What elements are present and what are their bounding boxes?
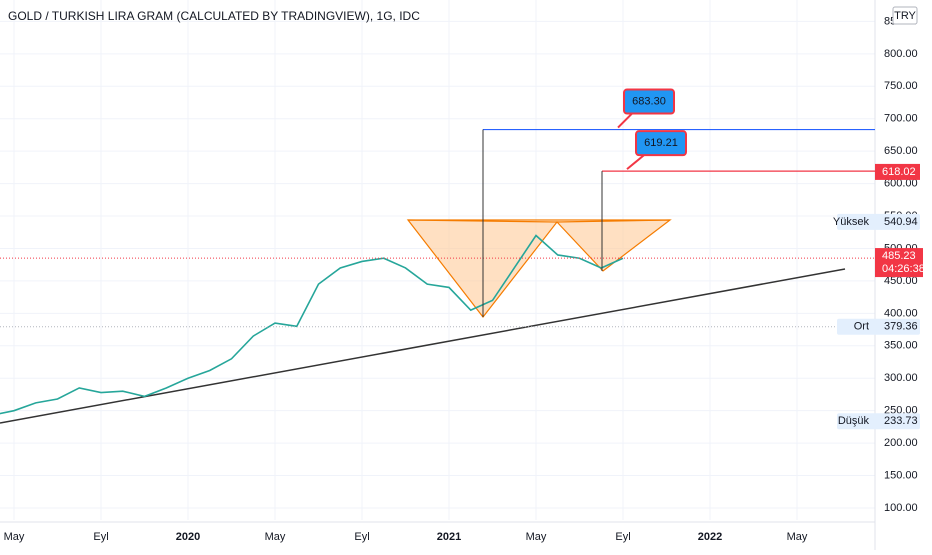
y-tick-label: 600.00 (884, 178, 918, 190)
callout-label: 619.21 (644, 137, 678, 149)
last-price: 485.23 (882, 250, 916, 262)
level-tag (837, 213, 920, 230)
y-tick-label: 150.00 (884, 469, 918, 481)
y-tick-label: 750.00 (884, 80, 918, 92)
level-label: Düşük (838, 415, 870, 427)
callout-label: 683.30 (632, 95, 666, 107)
level-value: 540.94 (884, 216, 918, 228)
x-tick-label: 2022 (698, 531, 722, 543)
handle (555, 219, 672, 272)
currency: TRY (894, 10, 916, 22)
x-tick-label: Eyl (354, 531, 369, 543)
level-label: Ort (854, 321, 869, 333)
currency-box[interactable] (892, 6, 918, 25)
x-tick-label: May (4, 531, 25, 543)
y-tick-label: 350.00 (884, 340, 918, 352)
y-tick-label: 650.00 (884, 145, 918, 157)
y-tick-label: 300.00 (884, 372, 918, 384)
y-tick-label: 700.00 (884, 113, 918, 125)
level-tag (837, 318, 920, 335)
level-value: 233.73 (884, 415, 918, 427)
y-tick-label: 200.00 (884, 437, 918, 449)
callout-box (635, 130, 687, 157)
x-tick-label: Eyl (93, 531, 108, 543)
price-line (0, 234, 624, 415)
countdown: 04:26:38 (882, 263, 925, 275)
x-tick-label: May (526, 531, 547, 543)
trend-line (0, 268, 846, 424)
x-tick-label: 2021 (437, 531, 461, 543)
x-tick-label: May (787, 531, 808, 543)
callout-pointer (617, 112, 633, 129)
price-tag (875, 163, 920, 180)
price-tag-label: 618.02 (882, 166, 916, 178)
x-tick-label: 2020 (176, 531, 200, 543)
y-tick-label: 800.00 (884, 48, 918, 60)
last-price-tag (875, 248, 923, 278)
x-tick-label: Eyl (615, 531, 630, 543)
time-axis (0, 522, 932, 550)
chart-title: GOLD / TURKISH LIRA GRAM (CALCULATED BY … (8, 9, 420, 23)
plot (0, 234, 624, 415)
level-label: Yüksek (833, 216, 870, 228)
y-tick-label: 100.00 (884, 502, 918, 514)
y-tick-label: 450.00 (884, 275, 918, 287)
callout-pointer (626, 154, 645, 170)
y-tick-label: 400.00 (884, 307, 918, 319)
level-tag (837, 413, 920, 430)
level-value: 379.36 (884, 321, 918, 333)
callout-box (623, 88, 675, 115)
x-tick-label: May (265, 531, 286, 543)
